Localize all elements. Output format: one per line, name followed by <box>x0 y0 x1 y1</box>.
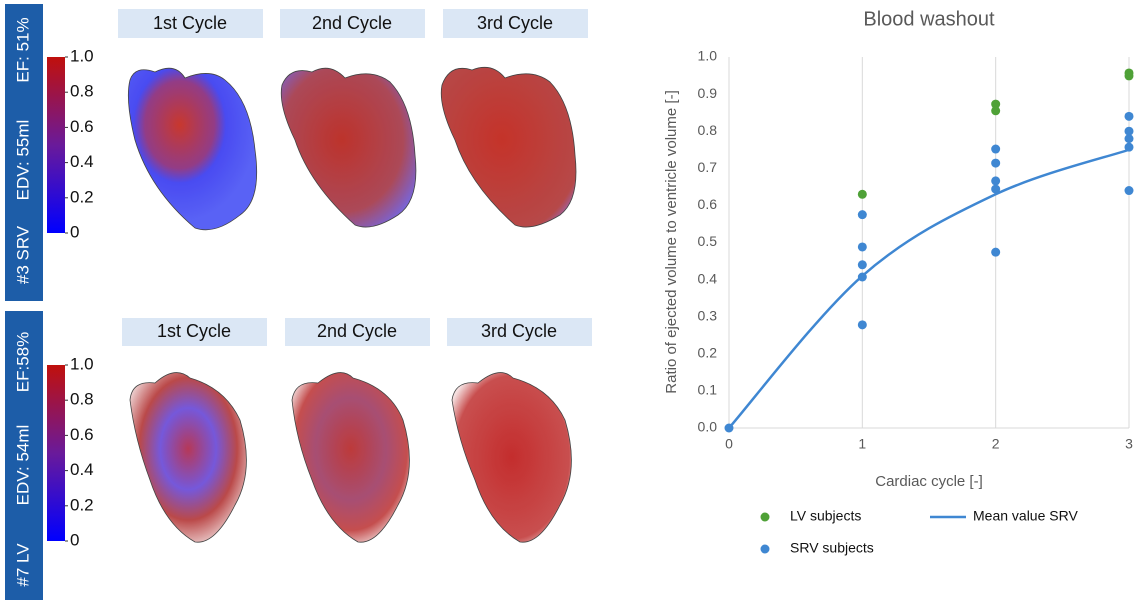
colorbar <box>47 57 65 233</box>
y-tick-label: 0.5 <box>698 233 718 249</box>
colorbar-tick-label: 1.0 <box>70 354 94 373</box>
subject-bar <box>5 311 43 600</box>
point <box>991 184 1001 194</box>
point <box>991 106 1001 116</box>
cycle-header <box>280 9 425 38</box>
cycle-header <box>118 9 263 38</box>
y-tick-label: 0.7 <box>698 159 718 175</box>
legend-label: Mean value SRV <box>973 508 1078 524</box>
point <box>991 158 1001 168</box>
cycle-header <box>122 318 267 346</box>
y-tick-label: 0.8 <box>698 122 718 138</box>
cycle-title: 3rd Cycle <box>481 321 557 341</box>
y-tick-label: 0.1 <box>698 382 718 398</box>
point <box>1124 126 1134 136</box>
mean-line <box>728 148 1130 429</box>
colorbar-tick-label: 0 <box>70 222 79 241</box>
subject-bar <box>5 4 43 301</box>
cycle-title: 1st Cycle <box>153 13 227 33</box>
plot: 0 1 2 3 0.0 0.1 0.2 0.3 0.4 0.5 0.6 0.7 0.8 0.9 1.0 LV … <box>698 48 1134 556</box>
colorbar <box>47 365 65 541</box>
ef: EF:58% <box>13 332 32 392</box>
cycle-title: 2nd Cycle <box>312 13 392 33</box>
y-tick-label: 1.0 <box>698 48 718 64</box>
cycle-header <box>447 318 592 346</box>
cycle-title: 2nd Cycle <box>317 321 397 341</box>
subject: #3 SRV <box>13 225 32 284</box>
point <box>857 260 867 270</box>
colorbar-tick-label: 0.8 <box>70 390 94 409</box>
colorbar-tick-label: 0.6 <box>70 117 94 136</box>
y-tick-label: 0.6 <box>698 196 718 212</box>
point <box>857 320 867 330</box>
legend-label: SRV subjects <box>790 540 874 556</box>
point <box>857 242 867 252</box>
point <box>1124 134 1134 144</box>
point <box>857 210 867 220</box>
legend-swatch <box>760 544 770 554</box>
colorbar-ticks: 0 0.2 0.4 0.6 0.8 1.0 0 0.2 0.4 0.6 0.8 1.0 <box>65 46 94 549</box>
chart: Blood washout Cardiac cycle [-] Ratio of… <box>663 8 1134 556</box>
x-tick-label: 0 <box>725 436 733 452</box>
point <box>991 144 1001 154</box>
legend-label: LV subjects <box>790 508 861 524</box>
y-axis-label: Ratio of ejected volume to ventricle vol… <box>663 90 680 393</box>
left-panels: #3 SRV EDV: 55ml EF: 51% #7 LV EDV: 54ml… <box>5 4 592 600</box>
colorbar-tick-label: 0.8 <box>70 82 94 101</box>
x-tick-label: 1 <box>858 436 866 452</box>
colorbar-tick-label: 0 <box>70 530 79 549</box>
legend-swatch <box>760 512 770 522</box>
x-tick-label: 2 <box>992 436 1000 452</box>
subject: #7 LV <box>13 543 32 587</box>
edv: EDV: 55ml <box>13 120 32 201</box>
chart-title: Blood washout <box>863 8 995 30</box>
y-tick-label: 0.3 <box>698 307 718 323</box>
cycle-title: 3rd Cycle <box>477 13 553 33</box>
colorbar-tick-label: 1.0 <box>70 46 94 65</box>
point <box>1124 111 1134 121</box>
point <box>991 176 1001 186</box>
y-tick-label: 0.2 <box>698 345 718 361</box>
colorbar-tick-label: 0.4 <box>70 152 94 171</box>
colorbar-tick-label: 0.6 <box>70 425 94 444</box>
edv: EDV: 54ml <box>13 425 32 506</box>
cycle-title: 1st Cycle <box>157 321 231 341</box>
colorbar-tick-label: 0.2 <box>70 495 94 514</box>
y-tick-label: 0.4 <box>698 270 718 286</box>
colorbar-tick-label: 0.2 <box>70 187 94 206</box>
x-axis-label: Cardiac cycle [-] <box>875 473 983 490</box>
x-tick-label: 3 <box>1125 436 1133 452</box>
point <box>1124 186 1134 196</box>
colorbar-tick-label: 0.4 <box>70 460 94 479</box>
y-tick-label: 0.9 <box>698 85 718 101</box>
point <box>1124 71 1134 81</box>
cycle-header <box>443 9 588 38</box>
ef: EF: 51% <box>13 17 32 82</box>
cycle-header <box>285 318 430 346</box>
y-tick-label: 0.0 <box>698 419 718 435</box>
point <box>857 189 867 199</box>
heart-renderings <box>127 66 577 543</box>
point <box>991 99 1001 109</box>
point <box>991 247 1001 257</box>
